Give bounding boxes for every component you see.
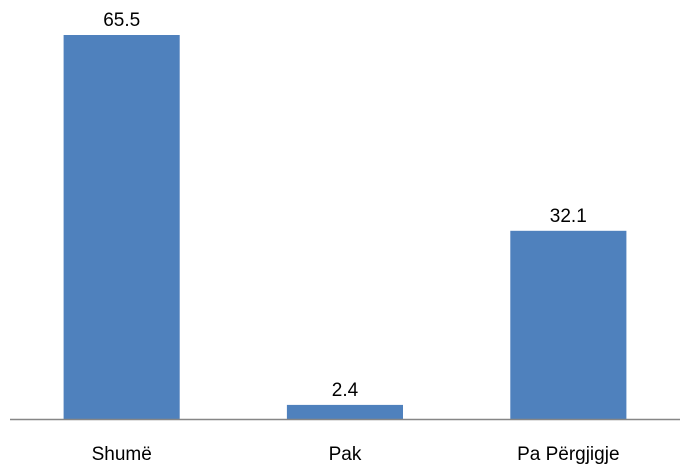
data-label-3: 32.1 (550, 206, 587, 227)
x-tick-labels-group: Shumë Pak Pa Përgjigje (92, 444, 620, 465)
bar-2 (286, 404, 403, 419)
bars-group (63, 35, 627, 419)
x-tick-label-3: Pa Përgjigje (517, 444, 619, 465)
x-tick-label-1: Shumë (92, 444, 152, 465)
x-tick-label-2: Pak (329, 444, 362, 465)
data-label-2: 2.4 (332, 380, 359, 401)
bar-3 (510, 230, 627, 419)
bar-1 (63, 35, 180, 419)
data-labels-group: 65.5 2.4 32.1 (103, 10, 587, 401)
data-label-1: 65.5 (103, 10, 140, 31)
